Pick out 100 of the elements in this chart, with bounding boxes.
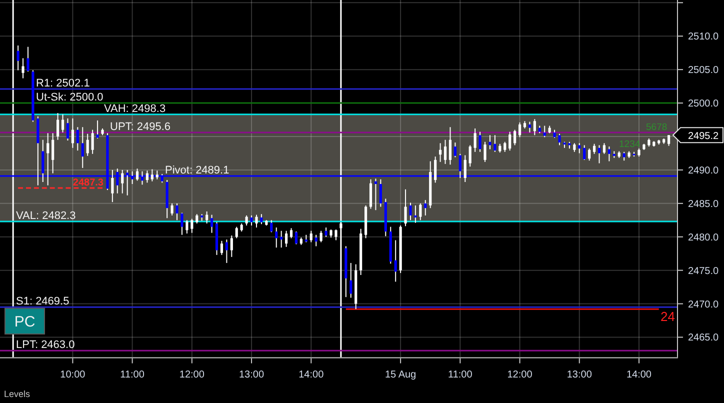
candlestick xyxy=(170,202,174,216)
x-tick-label: 11:00 xyxy=(120,369,145,380)
y-tick-label: 2485.0 xyxy=(688,198,720,210)
text: Levels xyxy=(4,389,31,399)
candlestick xyxy=(528,121,532,133)
annotation: 1234 xyxy=(619,139,640,150)
candlestick xyxy=(111,169,114,203)
y-tick-label: 2465.0 xyxy=(688,332,720,344)
candlestick xyxy=(230,235,233,258)
candlestick xyxy=(210,214,214,234)
candlestick xyxy=(180,212,184,236)
ref-line-label: Pivot: 2489.1 xyxy=(165,164,230,176)
x-tick-label: 11:00 xyxy=(448,369,473,380)
candlestick xyxy=(314,234,318,247)
candlestick xyxy=(285,230,288,248)
candlestick xyxy=(76,126,79,152)
candlestick xyxy=(46,132,50,186)
candlestick xyxy=(543,125,546,138)
x-tick-label: 13:00 xyxy=(239,369,264,380)
candlestick xyxy=(310,230,312,243)
candlestick xyxy=(379,178,382,208)
candlestick xyxy=(588,148,591,162)
candlestick xyxy=(583,144,586,160)
candlestick xyxy=(468,144,472,168)
ref-line-label: R1: 2502.1 xyxy=(36,77,90,90)
candlestick xyxy=(260,214,263,225)
candlestick xyxy=(220,240,224,256)
candlestick xyxy=(592,143,596,154)
ref-line-label: S1: 2469.5 xyxy=(16,296,70,308)
y-tick-label: 2500.0 xyxy=(688,98,720,110)
candlestick xyxy=(478,131,482,152)
candlestick xyxy=(414,204,417,224)
candlestick xyxy=(602,142,606,154)
candlestick xyxy=(275,226,278,248)
x-tick-label: 15 Aug xyxy=(384,369,416,380)
candlestick xyxy=(514,129,516,146)
x-tick-label: 12:00 xyxy=(507,369,533,380)
candlestick xyxy=(350,262,352,298)
candlestick xyxy=(558,133,561,146)
x-tick-label: 10:00 xyxy=(60,369,86,380)
candlestick xyxy=(52,132,54,174)
candlestick xyxy=(81,126,84,168)
ref-line-label: UPT: 2495.6 xyxy=(110,120,171,133)
candlestick xyxy=(533,118,536,136)
candlestick xyxy=(474,128,476,152)
y-tick-label: 2475.0 xyxy=(688,266,720,277)
x-tick-label: 13:00 xyxy=(566,369,592,380)
ref-line-label: Ut-Sk: 2500.0 xyxy=(36,92,104,104)
candlestick xyxy=(22,58,24,79)
y-tick-label: 2510.0 xyxy=(688,32,720,43)
candlestick xyxy=(334,229,338,241)
candlestick xyxy=(409,202,412,221)
candlestick xyxy=(294,231,298,245)
candlestick xyxy=(146,170,149,184)
candlestick xyxy=(424,200,427,216)
pc-button: PC xyxy=(4,308,45,334)
candlestick xyxy=(454,142,456,158)
candlestick xyxy=(320,230,322,243)
candlestick xyxy=(150,168,154,182)
candlestick xyxy=(578,142,581,154)
annotation: 24 xyxy=(660,309,675,324)
ref-line-label: LPT: 2463.0 xyxy=(16,339,75,352)
candlestick xyxy=(504,141,506,152)
candlestick xyxy=(255,214,258,228)
candlestick xyxy=(91,129,94,154)
data-label: 2487.3 xyxy=(72,178,104,189)
y-tick-label: 2470.0 xyxy=(688,299,720,310)
candlestick xyxy=(290,228,293,239)
candlestick xyxy=(96,120,99,140)
candlestick xyxy=(71,118,74,148)
candlestick xyxy=(270,220,273,233)
candlestick xyxy=(394,240,397,282)
candlestick xyxy=(225,239,228,264)
candlestick xyxy=(438,142,442,162)
x-tick-label: 14:00 xyxy=(298,369,324,380)
candlestick xyxy=(136,168,139,182)
candlestick xyxy=(324,226,328,238)
candlestick xyxy=(186,220,188,234)
candlestick xyxy=(404,188,407,227)
candlestick xyxy=(190,218,194,234)
candlestick xyxy=(61,114,64,133)
candlestick xyxy=(245,214,248,226)
candlestick xyxy=(434,156,437,184)
candlestick xyxy=(250,214,253,226)
candlestick xyxy=(444,139,447,164)
candlestick xyxy=(121,169,124,194)
ref-line-label: VAH: 2498.3 xyxy=(104,102,166,115)
candlestick xyxy=(419,202,422,221)
candlestick xyxy=(494,134,496,152)
y-tick-label: 2480.0 xyxy=(688,232,720,244)
candlestick xyxy=(16,45,20,71)
candlestick xyxy=(176,202,178,221)
candlestick xyxy=(196,214,198,224)
y-tick-label: 2505.0 xyxy=(688,65,720,76)
x-tick-label: 12:00 xyxy=(179,369,205,380)
candlestick xyxy=(369,178,372,210)
annotation: PC xyxy=(14,313,36,330)
candlestick xyxy=(508,131,512,152)
candlestick xyxy=(56,112,60,140)
candlestick xyxy=(66,118,70,142)
